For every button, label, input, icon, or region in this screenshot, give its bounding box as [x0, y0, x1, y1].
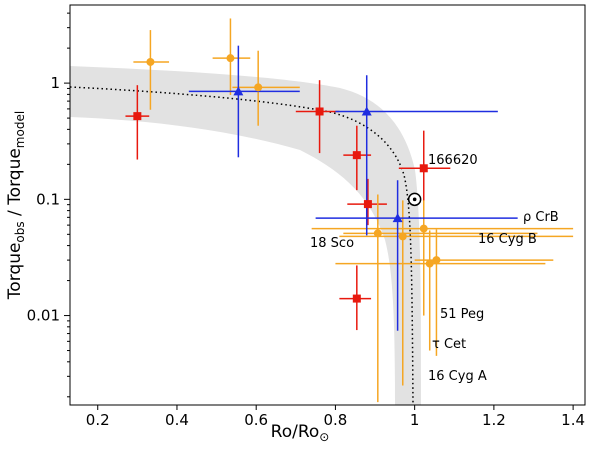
sun-dot — [412, 197, 417, 202]
star-label: 18 Sco — [310, 236, 354, 251]
y-tick-label: 1 — [50, 74, 60, 92]
model-band — [70, 66, 421, 405]
y-tick-label: 0.01 — [27, 307, 60, 325]
point — [315, 107, 324, 116]
x-tick-label: 0.6 — [244, 411, 268, 429]
point — [233, 86, 244, 96]
x-tick-label: 1.2 — [482, 411, 506, 429]
point — [146, 57, 155, 66]
point — [226, 54, 235, 63]
y-tick-label: 0.1 — [36, 190, 60, 208]
star-label: 16 Cyg B — [478, 232, 537, 247]
x-tick-label: 0.4 — [165, 411, 189, 429]
star-label: ρ CrB — [523, 210, 559, 225]
y-axis-label: Torqueobs / Torquemodel — [5, 111, 27, 300]
point — [419, 224, 428, 233]
x-axis-label: Ro/Ro⊙ — [271, 422, 330, 444]
model-curve — [69, 86, 414, 406]
point — [373, 229, 382, 238]
x-label-sub: ⊙ — [319, 430, 329, 444]
point — [363, 200, 372, 209]
x-tick-label: 0.2 — [86, 411, 110, 429]
y-label-part: / Torque — [5, 148, 25, 221]
star-label: 51 Peg — [440, 307, 484, 322]
x-tick-label: 1.4 — [561, 411, 585, 429]
plot-frame — [69, 4, 586, 406]
point — [398, 232, 407, 241]
point — [133, 112, 142, 121]
x-tick-label: 1 — [410, 411, 420, 429]
point — [392, 213, 403, 223]
point — [352, 151, 361, 160]
point — [432, 256, 441, 265]
star-label: τ Cet — [432, 337, 466, 352]
y-label-sub: obs — [13, 221, 27, 242]
star-label: 16 Cyg A — [428, 369, 487, 384]
point — [254, 83, 263, 92]
point — [352, 294, 361, 303]
star-label: 166620 — [428, 153, 478, 168]
point — [425, 259, 434, 268]
y-label-part: Torque — [5, 243, 25, 301]
y-label-sub: model — [13, 111, 27, 148]
point — [361, 106, 372, 116]
x-tick-label: 0.8 — [323, 411, 347, 429]
x-label-main: Ro/Ro — [271, 422, 320, 442]
point — [419, 164, 428, 173]
